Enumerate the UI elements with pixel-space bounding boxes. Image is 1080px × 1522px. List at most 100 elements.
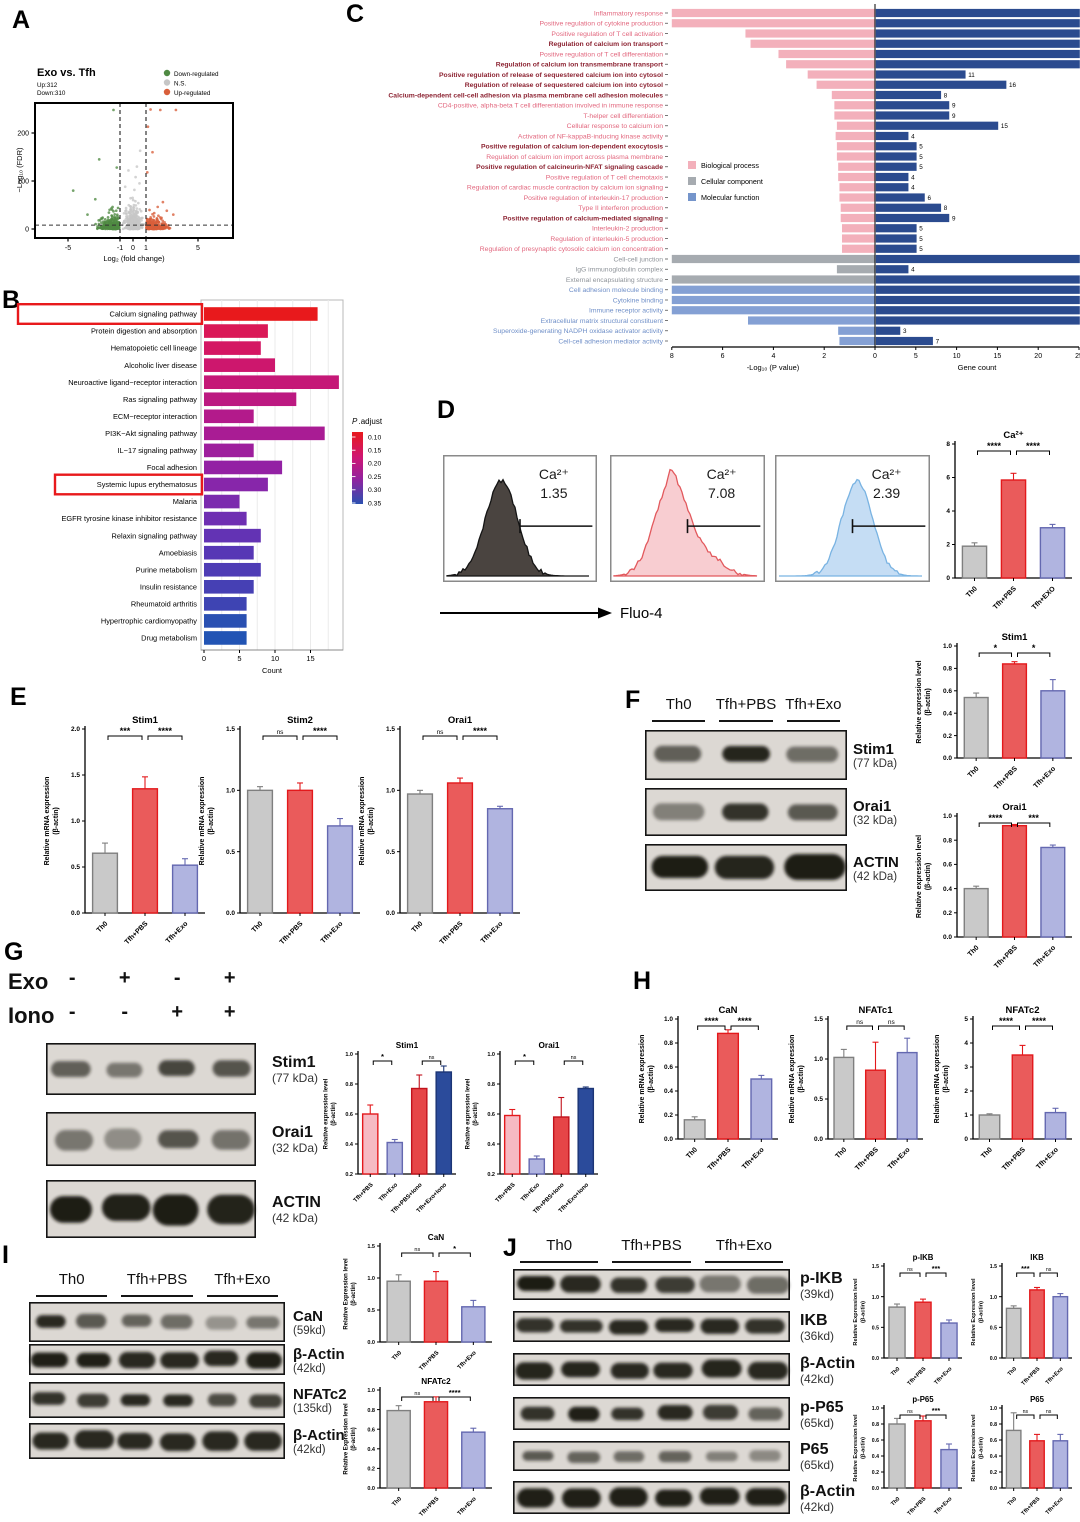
protein-band [163,1394,194,1407]
go-row-label: Regulation of interleukin-5 production [550,236,663,243]
x-tick-label: 5 [914,353,918,360]
condition-sign: + [223,967,236,989]
go-count-bar [875,19,1080,28]
chart-title: P65 [1030,1395,1045,1404]
sig-label: *** [1028,813,1039,823]
legend-dot [163,79,171,86]
protein-band [516,1318,554,1333]
go-pvalue-bar [838,326,875,335]
protein-band [567,1451,601,1464]
go-pvalue-bar [745,29,875,38]
protein-band [212,1060,251,1077]
x-category-label: Th0 [96,920,110,934]
protein-band [106,1062,143,1078]
bar [1000,479,1027,579]
blot-G-Orai1 [46,1112,256,1167]
go-count-bar [875,254,1080,264]
ca-label: Ca²⁺ [872,466,902,482]
go-row-label: Regulation of cardiac muscle contraction… [467,185,663,192]
y-tick-label: 0.0 [872,1356,879,1362]
go-row-label: Superoxide-generating NADPH oxidase acti… [493,328,664,335]
protein-band [76,1352,111,1368]
blot-box [513,1311,790,1342]
bar [577,1087,595,1175]
sig-label: **** [313,726,328,736]
y-tick-label: 0.4 [872,1454,879,1460]
sig-label: * [381,1052,384,1061]
sig-label: **** [158,726,173,736]
x-category-label: Tfh+Exo [933,1496,953,1516]
bar [1040,690,1066,759]
condition-sign: + [171,1001,184,1023]
sig-label: ns [429,1055,435,1061]
go-count-bar [875,275,1080,284]
gene-count-label: 16 [1009,82,1017,89]
bar-chart-i_can: CaN 0.0 0.5 1.0 1.5 Relative Expression level… [343,1233,492,1372]
go-count-bar [875,49,1080,59]
x-category-label: Th0 [391,1350,403,1362]
protein-band [152,1194,199,1226]
chart-title: Orai1 [448,715,473,726]
left-axis-label: -Log₁₀ (P value) [747,363,800,372]
bar [940,1322,958,1359]
go-pvalue-bar [671,254,875,264]
kegg-row-label: Hematopoietic cell lineage [111,344,197,353]
bar [961,545,988,579]
condition-sign: - [173,967,181,989]
go-count-bar [875,224,917,233]
x-tick-label: 0 [873,353,877,360]
blot-J-P65 [513,1441,790,1471]
go-count-bar [875,131,909,141]
band-label: β-Actin [800,1482,856,1500]
protein-band [748,1407,783,1421]
sig-label: ns [888,1019,896,1026]
bar [1005,1307,1022,1359]
x-axis-label: Count [262,666,283,675]
band-kda-label: (65kd) [800,1458,835,1472]
sig-label: ns [571,1055,577,1061]
y-tick-label: 0.6 [872,1438,879,1444]
panel-label-c: C [346,0,365,28]
axes [956,643,1072,759]
protein-band [786,746,839,763]
bar-chart-f_stim1: Stim1 0.0 0.2 0.4 0.6 0.8 1.0 Relative expressi… [916,632,1072,791]
axes [399,726,520,914]
x-category-label: Tfh+Exo [520,1182,541,1203]
panel-label-d: D [437,396,456,424]
protein-band [118,1351,156,1369]
y-tick-label: 0.4 [367,1447,376,1453]
sig-label: **** [1032,1016,1047,1026]
kegg-bar [204,545,254,560]
go-pvalue-bar [836,142,875,151]
y-axis-label: Relative mRNA expression (β-actin) [199,777,215,866]
bar [446,782,474,914]
x-tick-label: 25 [1075,353,1080,360]
band-label: P65 [800,1441,829,1458]
go-row-label: Positive regulation of cytokine producti… [539,21,663,28]
y-tick-label: 2.0 [71,726,80,733]
axes [883,1263,962,1359]
bar [423,1401,449,1489]
go-count-bar [875,29,1080,38]
chart-title: Stim2 [287,715,313,726]
bar [1029,1289,1045,1359]
protein-band [657,1405,693,1421]
y-tick-label: 0.6 [487,1112,495,1118]
bar-chart-fluo4_bar: Ca²⁺02468Fluo-4⁺ cell %Th0Tfh+PBSTfh+EXO… [918,430,1072,611]
bar [888,1423,906,1489]
x-tick-label: 2 [822,353,826,360]
go-row-label: Positive regulation of calcineurin-NFAT … [476,164,663,171]
y-tick-label: 5 [964,1016,968,1023]
legend-label: Cellular component [701,177,763,186]
y-tick-label: 0.5 [814,1096,823,1103]
bar [1039,527,1066,579]
sig-bracket [372,1060,393,1065]
padjust-tick: 0.20 [368,461,381,468]
go-count-bar [875,111,950,120]
sig-label: **** [738,1016,753,1026]
sig-label: * [1032,643,1036,653]
bar [503,1114,521,1175]
sig-bracket [978,822,1012,827]
bar [978,1114,1001,1140]
go-pvalue-bar [836,265,875,274]
